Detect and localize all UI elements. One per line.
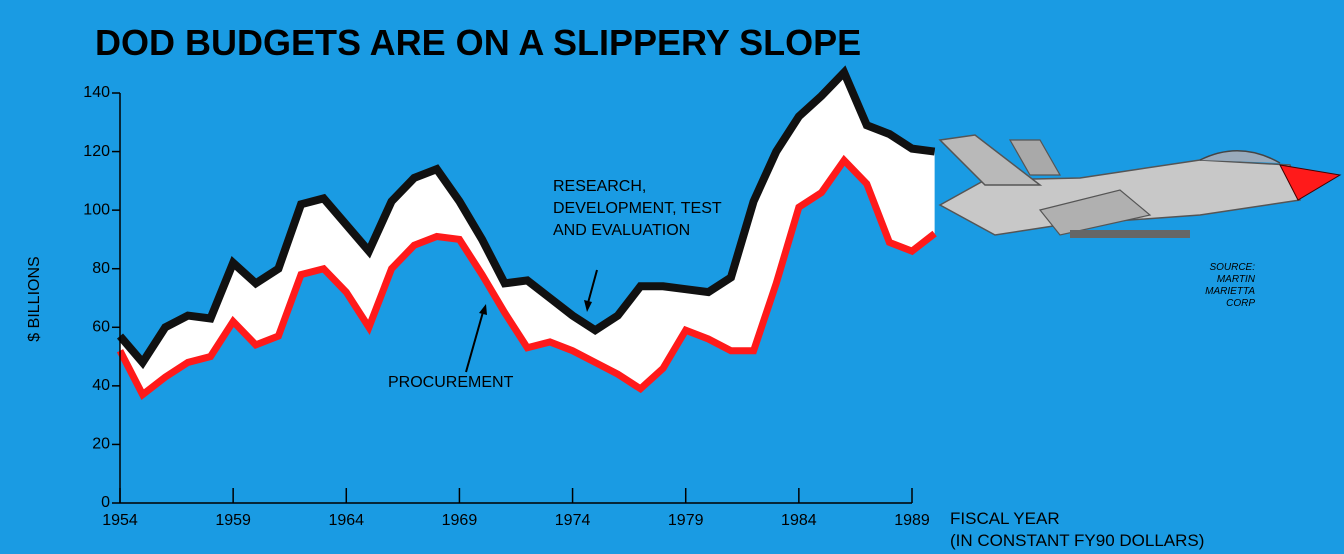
x-tick-label: 1954: [102, 512, 138, 529]
source-note: SOURCE: MARTIN MARIETTA CORP: [1160, 262, 1255, 310]
x-tick-label: 1974: [555, 512, 591, 529]
y-tick-label: 120: [83, 143, 110, 160]
chart: 0 20 40 60 80 100 120 140 1954 1959 1964 1969 1974 19…: [0, 0, 1344, 554]
x-tick-label: 1984: [781, 512, 817, 529]
x-axis-label: FISCAL YEAR (IN CONSTANT FY90 DOLLARS): [950, 508, 1204, 552]
research-arrowhead: [584, 300, 592, 312]
y-tick-label: 60: [92, 319, 110, 336]
series-label: PROCUREMENT: [388, 374, 513, 392]
x-tick-label: 1979: [668, 512, 704, 529]
jet: [940, 135, 1340, 238]
y-tick-label: 100: [83, 201, 110, 218]
x-tick-label: 1964: [328, 512, 364, 529]
x-tick-label: 1959: [215, 512, 251, 529]
procurement-arrow: [466, 312, 483, 372]
y-axis-label: $ BILLIONS: [26, 244, 44, 354]
y-tick-label: 140: [83, 84, 110, 101]
chart-title: DOD BUDGETS ARE ON A SLIPPERY SLOPE: [95, 22, 861, 64]
x-tick-label: 1969: [442, 512, 478, 529]
series-label: RESEARCH, DEVELOPMENT, TEST AND EVALUATI…: [553, 176, 733, 242]
research-arrow: [588, 270, 597, 303]
y-tick-label: 40: [92, 377, 110, 394]
x-tick-label: 1989: [894, 512, 930, 529]
y-tick-label: 0: [101, 494, 110, 511]
page: 0 20 40 60 80 100 120 140 1954 1959 1964 1969 1974 19…: [0, 0, 1344, 554]
procurement-arrowhead: [479, 304, 487, 315]
y-tick-label: 20: [92, 436, 110, 453]
y-tick-label: 80: [92, 260, 110, 277]
plot: 0 20 40 60 80 100 120 140 1954 1959 1964 1969 1974 19…: [83, 73, 934, 530]
